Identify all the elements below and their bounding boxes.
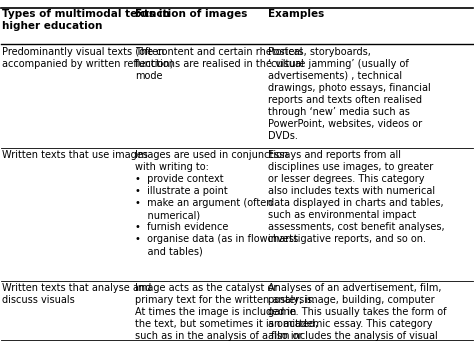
- Text: Examples: Examples: [268, 9, 324, 19]
- Text: Predominantly visual texts (often
accompanied by written reflection): Predominantly visual texts (often accomp…: [2, 47, 173, 69]
- Text: Analyses of an advertisement, film,
poster, image, building, computer
game. This: Analyses of an advertisement, film, post…: [268, 283, 447, 341]
- Text: Written texts that analyse and
discuss visuals: Written texts that analyse and discuss v…: [2, 283, 151, 305]
- Text: Written texts that use images: Written texts that use images: [2, 150, 148, 160]
- Text: The content and certain rhetorical
functions are realised in the visual
mode: The content and certain rhetorical funct…: [135, 47, 304, 81]
- Text: Function of images: Function of images: [135, 9, 247, 19]
- Text: Images are used in conjunction
with writing to:
•  provide context
•  illustrate: Images are used in conjunction with writ…: [135, 150, 298, 256]
- Text: Types of multimodal texts in
higher education: Types of multimodal texts in higher educ…: [2, 9, 170, 31]
- Text: Essays and reports from all
disciplines use images, to greater
or lesser degrees: Essays and reports from all disciplines …: [268, 150, 445, 244]
- Text: Image acts as the catalyst or
primary text for the written analysis.
At times th: Image acts as the catalyst or primary te…: [135, 283, 318, 341]
- Text: Posters, storyboards,
‘culture jamming’ (usually of
advertisements) , technical
: Posters, storyboards, ‘culture jamming’ …: [268, 47, 430, 141]
